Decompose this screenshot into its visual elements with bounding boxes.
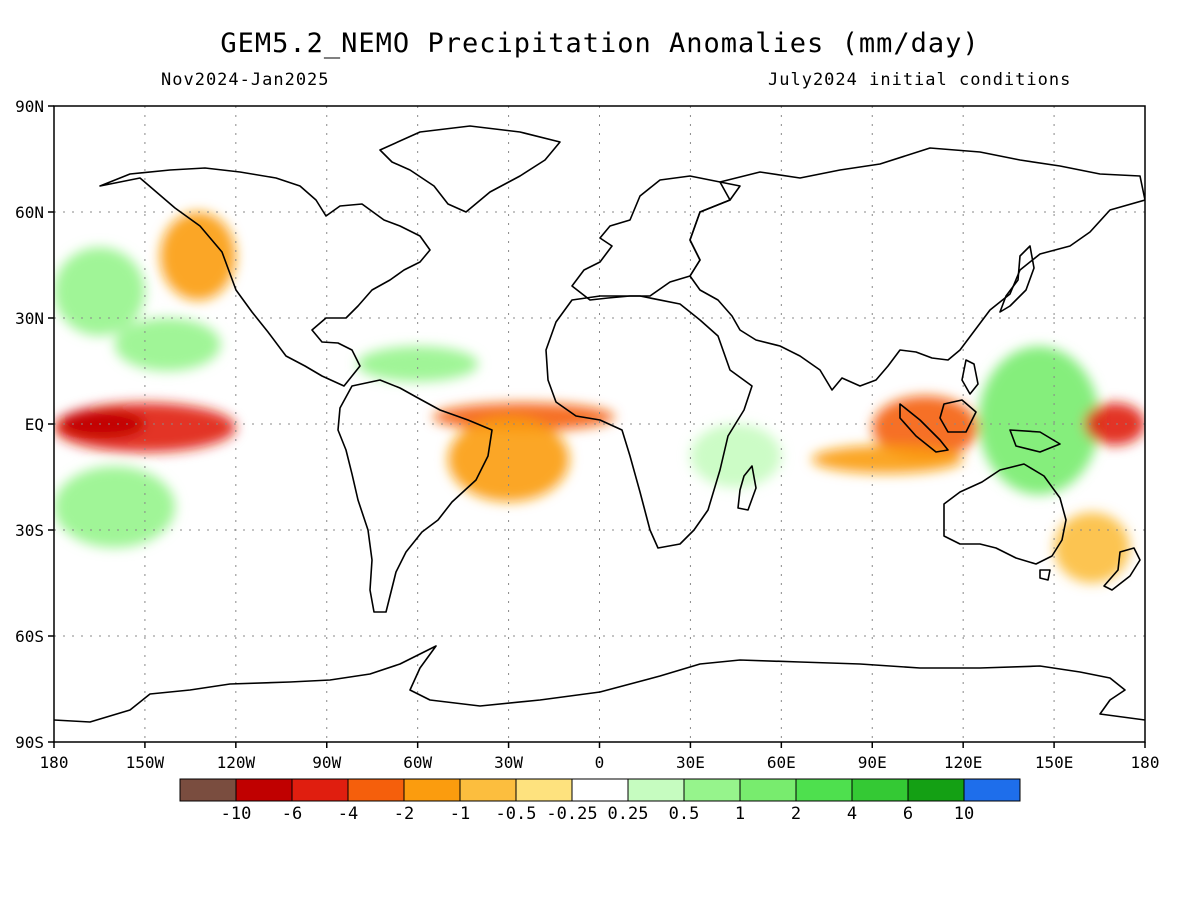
new-guinea-coast (1009, 429, 1061, 453)
longitude-tick-label: 150E (1035, 753, 1074, 772)
colorbar-tick-label: 2 (791, 804, 801, 824)
colorbar-swatch (571, 778, 629, 802)
asia-coast (689, 147, 1145, 391)
anomaly-region (60, 409, 145, 439)
antarctica-coast (54, 645, 1145, 723)
colorbar-swatch (291, 778, 349, 802)
colorbar-swatch (851, 778, 909, 802)
colorbar-swatch (403, 778, 461, 802)
graticule (54, 106, 1145, 742)
colorbar-tick-label: -2 (394, 804, 414, 824)
tasmania-coast (1039, 569, 1051, 581)
colorbar-tick-label: 0.25 (608, 804, 649, 824)
anomaly-region (54, 466, 176, 548)
europe-coast (571, 175, 741, 301)
latitude-tick-label: 30N (15, 309, 44, 328)
map-title: GEM5.2_NEMO Precipitation Anomalies (mm/… (220, 28, 980, 59)
coastlines (54, 125, 1145, 723)
philippines-coast (961, 359, 979, 395)
longitude-tick-label: 120E (944, 753, 983, 772)
colorbar-swatch (627, 778, 685, 802)
australia-coast (943, 463, 1067, 565)
anomaly-region (447, 416, 570, 502)
colorbar-tick-label: 1 (735, 804, 745, 824)
anomaly-region (357, 346, 479, 382)
colorbar-swatch (907, 778, 965, 802)
longitude-tick-label: 150W (126, 753, 165, 772)
longitude-tick-label: 180 (1131, 753, 1160, 772)
initial-conditions: July2024 initial conditions (768, 70, 1072, 90)
south-america-coast (337, 379, 493, 613)
latitude-tick-label: 60S (15, 627, 44, 646)
colorbar-tick-label: -0.25 (546, 804, 597, 824)
longitude-tick-label: 90W (312, 753, 341, 772)
latitude-tick-label: EQ (25, 415, 44, 434)
colorbar-tick-label: -1 (450, 804, 470, 824)
colorbar-swatch (739, 778, 797, 802)
longitude-tick-label: 90E (858, 753, 887, 772)
anomaly-field (54, 211, 1145, 584)
longitude-tick-label: 30W (494, 753, 523, 772)
sumatra-coast (899, 403, 949, 453)
anomaly-region (54, 247, 145, 336)
longitude-tick-label: 0 (595, 753, 605, 772)
anomaly-region (811, 445, 964, 474)
colorbar-swatch (683, 778, 741, 802)
new-zealand-coast (1103, 547, 1141, 591)
colorbar-swatch (515, 778, 573, 802)
forecast-period: Nov2024-Jan2025 (161, 70, 330, 90)
colorbar-tick-label: -6 (282, 804, 302, 824)
longitude-tick-label: 120W (217, 753, 256, 772)
colorbar-labels: -10 -6 -4 -2 -1 -0.5 -0.25 0.25 0.5 1 2 4 6 10 (221, 804, 975, 824)
longitude-tick-label: 60E (767, 753, 796, 772)
africa-coast (545, 295, 753, 549)
anomaly-region (160, 211, 236, 301)
colorbar-tick-label: -10 (221, 804, 252, 824)
anomaly-region (978, 346, 1100, 495)
longitude-tick-label: 60W (403, 753, 432, 772)
colorbar-tick-label: -0.5 (496, 804, 537, 824)
colorbar-tick-label: 6 (903, 804, 913, 824)
colorbar-tick-label: 0.5 (669, 804, 700, 824)
borneo-coast (939, 399, 977, 433)
latitude-tick-label: 60N (15, 203, 44, 222)
north-america-coast (99, 167, 431, 387)
latitude-labels: 90N 60N 30N EQ 30S 60S 90S (15, 97, 54, 752)
longitude-labels: 180 150W 120W 90W 60W 30W 0 30E 60E 90E 120E 150E 18… (40, 742, 1160, 772)
longitude-tick-label: 30E (676, 753, 705, 772)
colorbar-swatch (179, 778, 237, 802)
anomaly-region (1084, 402, 1145, 446)
colorbar-swatch (235, 778, 293, 802)
colorbar-tick-label: 4 (847, 804, 857, 824)
anomaly-region (690, 424, 782, 488)
greenland-coast (379, 125, 561, 213)
anomaly-region (1054, 512, 1130, 584)
colorbar-tick-label: 10 (954, 804, 974, 824)
longitude-tick-label: 180 (40, 753, 69, 772)
latitude-tick-label: 90N (15, 97, 44, 116)
colorbar-swatch (347, 778, 405, 802)
colorbar-swatch (963, 778, 1021, 802)
madagascar-coast (737, 465, 757, 511)
latitude-tick-label: 30S (15, 521, 44, 540)
latitude-tick-label: 90S (15, 733, 44, 752)
colorbar-tick-label: -4 (338, 804, 358, 824)
japan-coast (999, 245, 1035, 313)
anomaly-region (114, 318, 221, 371)
anomaly-region (872, 395, 979, 460)
colorbar (179, 778, 1021, 802)
colorbar-swatch (795, 778, 853, 802)
colorbar-swatch (459, 778, 517, 802)
